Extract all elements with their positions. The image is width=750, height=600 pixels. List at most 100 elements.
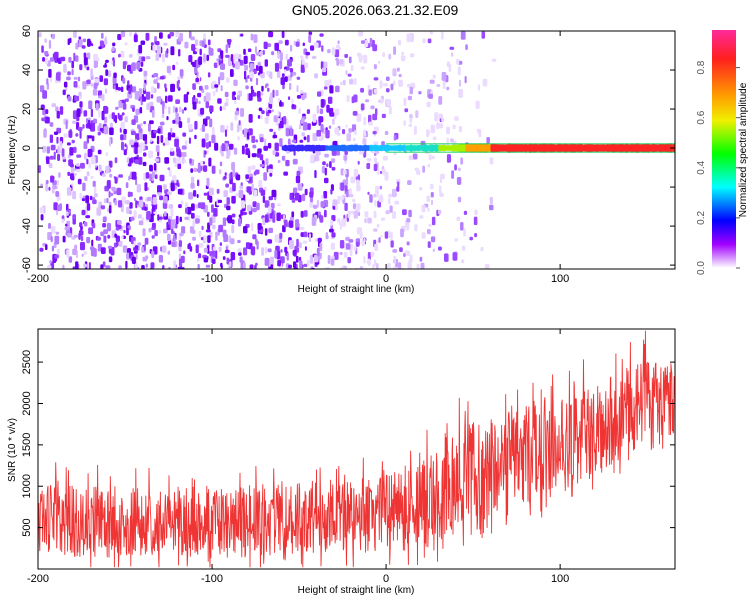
spectrogram-noise-cell <box>165 95 168 104</box>
spectrogram-noise-cell <box>54 254 59 259</box>
colorbar-tick-label: 0.2 <box>696 211 707 225</box>
spectrogram-noise-cell <box>230 171 233 181</box>
spectrogram-noise-cell <box>251 222 254 232</box>
spectrogram-noise-cell <box>157 214 160 221</box>
spectrogram-noise-cell <box>253 189 258 197</box>
spectrogram-noise-cell <box>133 250 138 254</box>
spectrogram-noise-cell <box>72 219 76 225</box>
spectrogram-signal-line <box>281 143 675 153</box>
spectrogram-noise-cell <box>438 123 443 129</box>
spectrogram-noise-cell <box>76 154 82 158</box>
spectrogram-noise-cell <box>209 251 214 257</box>
spectrogram-noise-cell <box>139 107 143 114</box>
spectrogram-noise-cell <box>240 108 244 117</box>
spectrogram-noise-cell <box>238 120 241 126</box>
snr-y-tick-label: 1500 <box>21 433 33 457</box>
spectrogram-noise-cell <box>241 145 245 155</box>
spectrogram-noise-cell <box>458 126 463 133</box>
spectrogram-noise-cell <box>220 63 225 70</box>
spectrogram-noise-cell <box>426 129 430 136</box>
spectrogram-noise-cell <box>239 185 244 190</box>
spectrogram-noise-cell <box>131 171 137 180</box>
spectrogram-noise-cell <box>104 106 109 114</box>
spectrogram-noise-cell <box>170 228 174 234</box>
spectrogram-noise-cell <box>175 99 180 104</box>
spectrogram-noise-cell <box>84 176 88 181</box>
spectrogram-noise-cell <box>274 142 279 152</box>
spectrogram-noise-cell <box>323 190 328 199</box>
spectrogram-noise-cell <box>193 190 197 197</box>
spectrogram-noise-cell <box>342 169 347 175</box>
spectrogram-noise-cell <box>158 255 163 263</box>
spectrogram-x-tick-label: -200 <box>27 273 49 285</box>
spectrogram-noise-cell <box>344 150 348 156</box>
spectrogram-noise-cell <box>331 232 336 238</box>
spectrogram-noise-cell <box>73 81 78 88</box>
spectrogram-noise-cell <box>225 268 227 269</box>
spectrogram-noise-cell <box>250 54 256 61</box>
spectrogram-noise-cell <box>426 195 431 202</box>
spectrogram-noise-cell <box>67 71 71 76</box>
spectrogram-noise-cell <box>251 183 254 192</box>
spectrogram-noise-cell <box>330 258 335 266</box>
spectrogram-noise-cell <box>111 112 115 120</box>
spectrogram-noise-cell <box>159 121 165 126</box>
spectrogram-noise-cell <box>344 185 348 192</box>
spectrogram-noise-cell <box>143 82 146 91</box>
spectrogram-noise-cell <box>186 91 190 95</box>
spectrogram-noise-cell <box>123 128 127 135</box>
spectrogram-noise-cell <box>61 148 65 157</box>
spectrogram-noise-cell <box>131 256 136 264</box>
spectrogram-noise-cell <box>438 246 442 251</box>
spectrogram-noise-cell <box>300 64 305 73</box>
spectrogram-noise-cell <box>240 33 244 37</box>
spectrogram-noise-cell <box>373 210 377 219</box>
spectrogram-noise-cell <box>243 226 248 234</box>
spectrogram-noise-cell <box>156 135 160 145</box>
spectrogram-noise-cell <box>144 206 147 211</box>
spectrogram-noise-cell <box>379 185 383 190</box>
spectrogram-noise-cell <box>115 106 119 110</box>
spectrogram-noise-cell <box>207 39 211 46</box>
spectrogram-noise-cell <box>328 125 332 129</box>
spectrogram-noise-cell <box>324 167 327 176</box>
spectrogram-noise-cell <box>86 203 91 211</box>
spectrogram-noise-cell <box>312 132 318 142</box>
spectrogram-noise-cell <box>79 64 83 71</box>
spectrogram-noise-cell <box>368 121 373 126</box>
spectrogram-noise-cell <box>491 58 497 62</box>
spectrogram-noise-cell <box>327 255 331 264</box>
spectrogram-noise-cell <box>264 257 270 266</box>
spectrogram-noise-cell <box>313 42 319 48</box>
spectrogram-noise-cell <box>226 155 230 159</box>
spectrogram-noise-cell <box>178 49 181 57</box>
spectrogram-noise-cell <box>345 176 348 186</box>
spectrogram-noise-cell <box>212 91 216 96</box>
spectrogram-noise-cell <box>94 185 97 194</box>
spectrogram-noise-cell <box>264 246 267 254</box>
spectrogram-noise-cell <box>293 40 297 46</box>
spectrogram-noise-cell <box>233 79 238 86</box>
spectrogram-noise-cell <box>159 195 163 201</box>
spectrogram-noise-cell <box>284 39 289 46</box>
spectrogram-noise-cell <box>170 219 176 229</box>
spectrogram-noise-cell <box>278 40 283 44</box>
spectrogram-noise-cell <box>90 82 93 87</box>
spectrogram-noise-cell <box>284 76 288 82</box>
spectrogram-noise-cell <box>369 37 373 46</box>
spectrogram-noise-cell <box>87 148 93 158</box>
spectrogram-noise-cell <box>306 109 310 114</box>
spectrogram-noise-cell <box>84 152 87 160</box>
spectrogram-noise-cell <box>246 186 251 193</box>
spectrogram-noise-cell <box>44 51 49 56</box>
spectrogram-noise-cell <box>428 223 432 227</box>
spectrogram-noise-cell <box>72 120 77 124</box>
spectrogram-noise-cell <box>427 229 431 235</box>
spectrogram-noise-cell <box>260 92 264 96</box>
spectrogram-noise-cell <box>457 66 461 76</box>
spectrogram-noise-cell <box>184 41 189 49</box>
spectrogram-noise-cell <box>382 155 388 161</box>
spectrogram-noise-cell <box>359 266 364 269</box>
spectrogram-noise-cell <box>129 158 133 164</box>
spectrogram-noise-cell <box>363 54 368 64</box>
